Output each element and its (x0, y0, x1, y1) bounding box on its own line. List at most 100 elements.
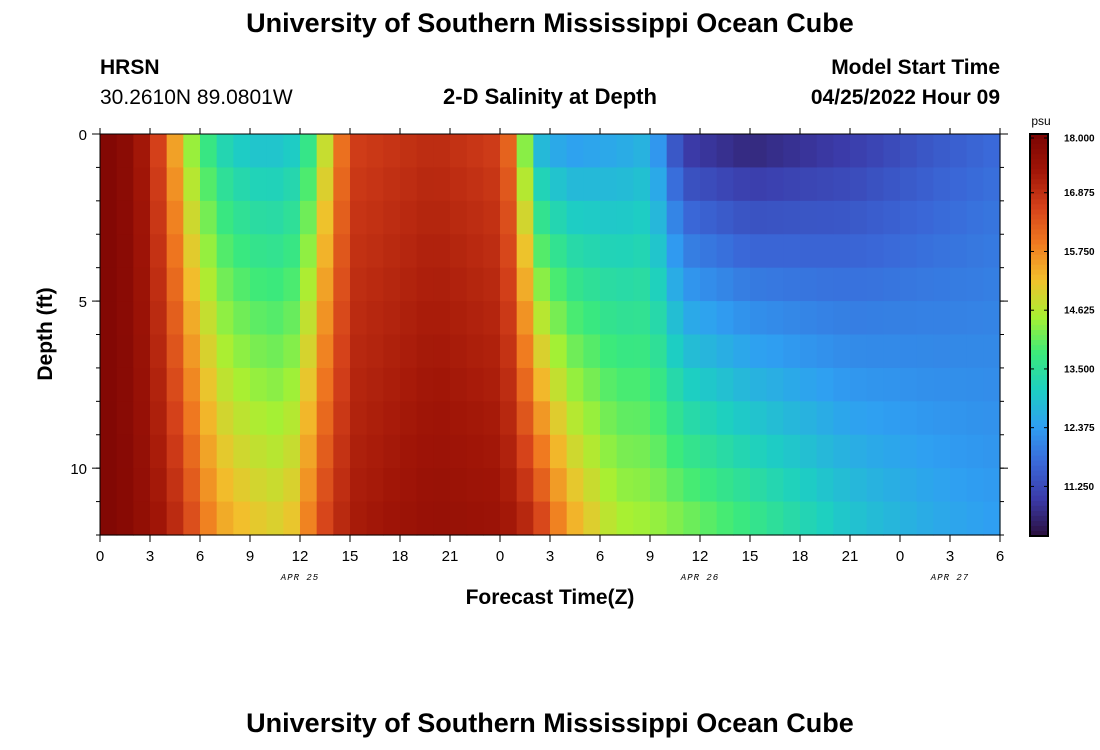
heatmap-cell (750, 234, 768, 269)
heatmap-cell (450, 334, 468, 369)
heatmap-cell (783, 367, 801, 402)
heatmap-cell (916, 434, 934, 469)
heatmap-cell (116, 200, 134, 235)
heatmap-cell (750, 468, 768, 503)
heatmap-cell (716, 434, 734, 469)
colorbar-segment (1030, 425, 1048, 432)
heatmap-cell (516, 501, 534, 536)
heatmap-cell (316, 367, 334, 402)
heatmap-cell (300, 301, 318, 336)
heatmap-cell (200, 301, 218, 336)
colorbar-unit-label: psu (1031, 114, 1050, 128)
heatmap-cell (183, 267, 201, 302)
heatmap-cell (866, 167, 884, 202)
heatmap-cell (166, 434, 184, 469)
heatmap-cell (766, 501, 784, 536)
heatmap-cell (983, 501, 1001, 536)
heatmap-cell (500, 367, 518, 402)
heatmap-cell (483, 301, 501, 336)
heatmap-cell (616, 401, 634, 436)
heatmap-cell (950, 434, 968, 469)
heatmap-cell (950, 367, 968, 402)
heatmap-cell (200, 468, 218, 503)
heatmap-cell (733, 134, 751, 169)
heatmap-cell (733, 334, 751, 369)
heatmap-cell (266, 434, 284, 469)
heatmap-cell (250, 301, 268, 336)
heatmap-cell (616, 167, 634, 202)
heatmap-cell (633, 267, 651, 302)
x-tick-label: 6 (596, 548, 604, 565)
colorbar-segment (1030, 520, 1048, 527)
heatmap-cell (866, 301, 884, 336)
heatmap-cell (283, 501, 301, 536)
heatmap-cell (466, 167, 484, 202)
heatmap-cell (300, 367, 318, 402)
heatmap-cell (716, 267, 734, 302)
heatmap-cell (966, 434, 984, 469)
colorbar-segment (1030, 505, 1048, 512)
heatmap-cell (650, 134, 668, 169)
heatmap-cell (966, 501, 984, 536)
heatmap-cell (366, 134, 384, 169)
heatmap-cell (983, 200, 1001, 235)
heatmap-cell (516, 367, 534, 402)
heatmap-cell (500, 434, 518, 469)
colorbar-tick-label: 15.750 (1064, 247, 1095, 258)
heatmap-cell (133, 501, 151, 536)
colorbar-segment (1030, 450, 1048, 457)
heatmap-cell (550, 334, 568, 369)
heatmap-cell (116, 334, 134, 369)
heatmap-cell (316, 234, 334, 269)
heatmap-cell (483, 434, 501, 469)
colorbar-segment (1030, 284, 1048, 291)
heatmap-cell (666, 267, 684, 302)
heatmap-cell (216, 434, 234, 469)
heatmap-cell (250, 334, 268, 369)
x-tick-label: 12 (292, 548, 309, 565)
colorbar-segment (1030, 269, 1048, 276)
heatmap-cell (100, 334, 118, 369)
heatmap-cell (550, 367, 568, 402)
heatmap-cell (583, 334, 601, 369)
heatmap-cell (950, 234, 968, 269)
heatmap-cell (316, 134, 334, 169)
colorbar-segment (1030, 184, 1048, 190)
heatmap-cell (366, 401, 384, 436)
heatmap-cell (383, 334, 401, 369)
heatmap-cell (366, 200, 384, 235)
heatmap-cell (316, 167, 334, 202)
heatmap-cell (316, 501, 334, 536)
heatmap-cell (283, 468, 301, 503)
heatmap-cell (783, 468, 801, 503)
heatmap-cell (116, 434, 134, 469)
heatmap-cell (666, 301, 684, 336)
heatmap-cell (850, 401, 868, 436)
heatmap-cell (533, 267, 551, 302)
heatmap-cell (333, 134, 351, 169)
heatmap-cell (300, 134, 318, 169)
colorbar-segment (1030, 214, 1048, 221)
heatmap-cell (116, 234, 134, 269)
colorbar-segment (1030, 525, 1048, 532)
heatmap-cell (600, 334, 618, 369)
heatmap-cell (733, 468, 751, 503)
heatmap-cell (916, 401, 934, 436)
heatmap-cell (483, 234, 501, 269)
heatmap-cell (800, 334, 818, 369)
x-tick-label: 18 (792, 548, 809, 565)
heatmap-cell (400, 200, 418, 235)
heatmap-cell (316, 401, 334, 436)
heatmap-cell (550, 401, 568, 436)
heatmap-cell (650, 334, 668, 369)
heatmap-cell (983, 234, 1001, 269)
heatmap-cell (933, 134, 951, 169)
heatmap-cell (216, 200, 234, 235)
heatmap-cell (683, 401, 701, 436)
heatmap-cell (883, 334, 901, 369)
heatmap-cell (216, 468, 234, 503)
heatmap-cell (633, 468, 651, 503)
heatmap-cell (116, 134, 134, 169)
colorbar-segment (1030, 530, 1048, 537)
colorbar-segment (1030, 365, 1048, 371)
